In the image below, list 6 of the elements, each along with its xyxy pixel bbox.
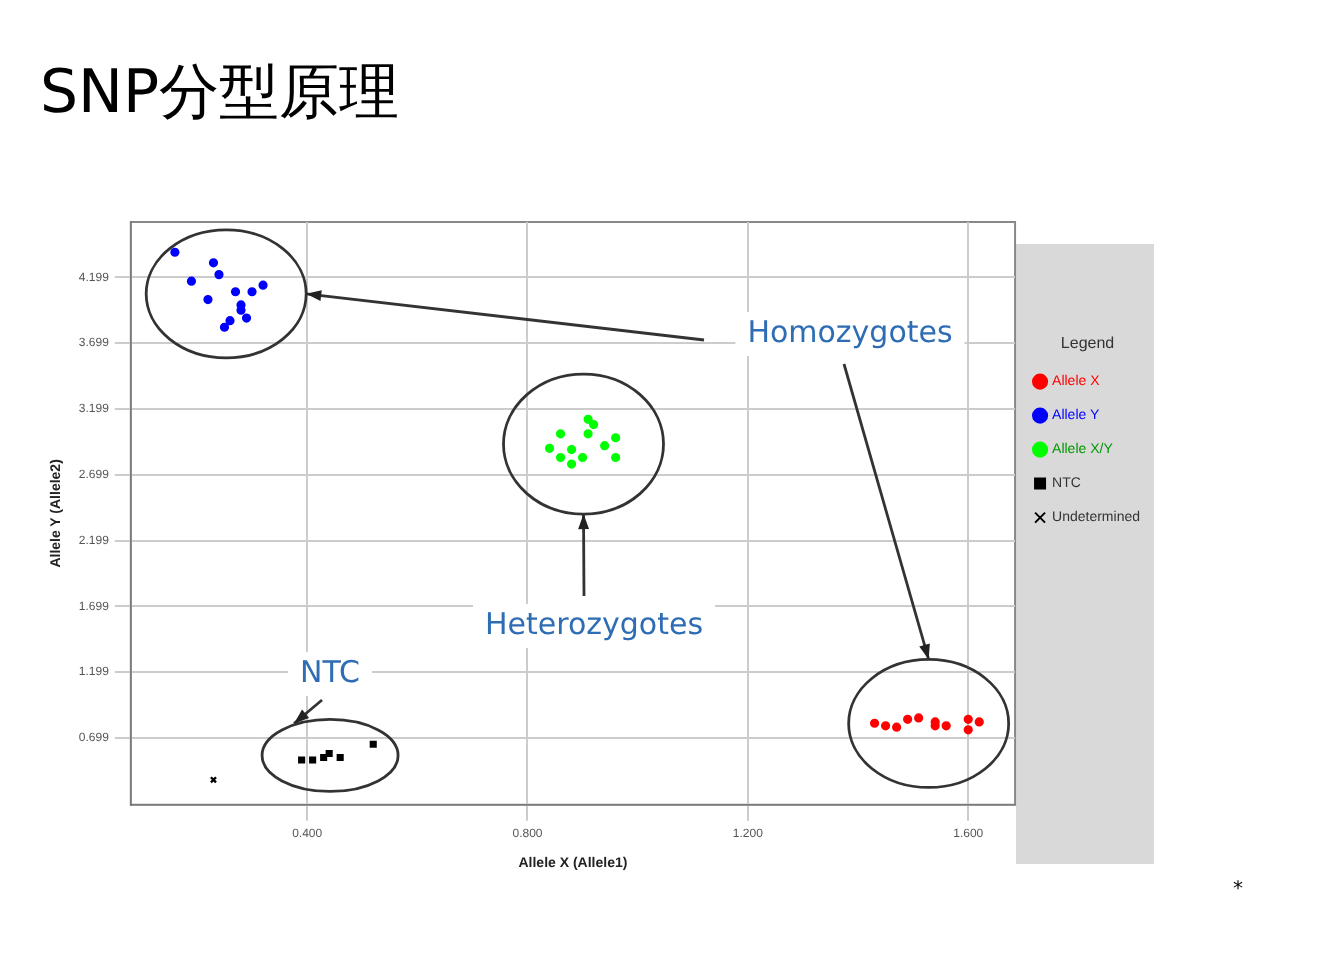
- text: *: [1233, 879, 1243, 902]
- chart-title: SNP分型原理: [40, 57, 400, 128]
- annotation: Heterozygotes: [484, 605, 704, 642]
- annotation: Homozygotes: [747, 313, 953, 350]
- annotation: NTC: [300, 653, 360, 690]
- legend-title: Legend: [1060, 333, 1115, 352]
